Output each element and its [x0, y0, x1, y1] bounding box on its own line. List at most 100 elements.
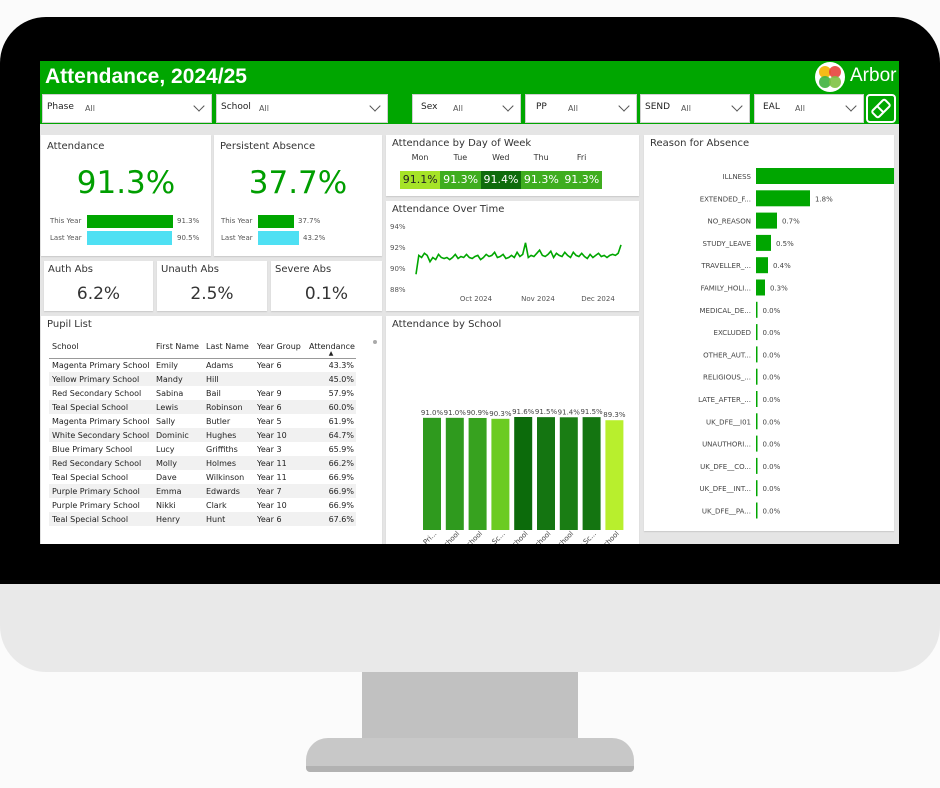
school-bar[interactable]	[537, 417, 555, 530]
reason-bar[interactable]	[756, 413, 758, 430]
table-cell: Lewis	[153, 400, 203, 414]
school-bar-value-label: 91.0%	[444, 409, 467, 417]
this-year-bar	[258, 215, 294, 228]
day-value-cell[interactable]: 91.4%	[480, 171, 522, 189]
attendance-card: Attendance 91.3% This Year 91.3% Last Ye…	[41, 135, 211, 256]
chevron-down-icon[interactable]	[731, 100, 743, 112]
table-row[interactable]: Magenta Primary School Emily Adams Year 6 43…	[49, 358, 356, 372]
table-row[interactable]: Teal Special School Henry Hunt Year 6 67.6%	[49, 512, 356, 526]
card-title: Persistent Absence	[220, 141, 316, 152]
table-cell: Nikki	[156, 500, 176, 510]
attendance-line-chart: 94% 92% 90% 88% Oct 2024 Nov 2024 Dec 2024	[390, 223, 622, 303]
reason-value-label: 0.0%	[763, 463, 781, 471]
table-row[interactable]: Purple Primary School Nikki Clark Year 10 66…	[49, 498, 356, 512]
day-value-cell[interactable]: 91.3%	[561, 171, 602, 189]
table-cell: Year 11	[254, 456, 306, 470]
reason-bar[interactable]	[756, 279, 765, 296]
chevron-down-icon[interactable]	[369, 100, 381, 112]
reason-bar[interactable]	[756, 435, 758, 452]
table-row[interactable]: Red Secondary School Molly Holmes Year 11 66…	[49, 456, 356, 470]
day-value-cell[interactable]: 91.3%	[440, 171, 481, 189]
attendance-over-time-card: Attendance Over Time 94% 92% 90% 88% Oct 202…	[386, 201, 639, 311]
x-tick-label: Nov 2024	[521, 295, 555, 303]
clear-filters-button[interactable]	[866, 94, 896, 123]
table-cell: Year 5	[257, 416, 282, 426]
reason-bar[interactable]	[756, 301, 758, 318]
table-row[interactable]: White Secondary School Dominic Hughes Year …	[49, 428, 356, 442]
reason-bar[interactable]	[756, 324, 758, 341]
day-value-cell[interactable]: 91.3%	[521, 171, 562, 189]
table-cell: Bail	[206, 388, 221, 398]
table-cell: 60.0%	[306, 400, 356, 414]
school-bar[interactable]	[423, 417, 441, 530]
day-header: Wed	[492, 153, 510, 162]
card-title: Reason for Absence	[650, 138, 750, 149]
table-cell: Holmes	[203, 456, 254, 470]
filter-sex[interactable]: Sex All	[412, 94, 521, 123]
filter-value: All	[85, 104, 95, 113]
table-row[interactable]: Red Secondary School Sabina Bail Year 9 57.9…	[49, 386, 356, 400]
reason-bar[interactable]	[756, 346, 758, 363]
reason-value-label: 0.0%	[763, 374, 781, 382]
column-header-last-name[interactable]: Last Name	[203, 336, 254, 359]
column-header-attendance[interactable]: Attendance ▲	[306, 336, 356, 359]
attendance-line[interactable]	[415, 242, 622, 275]
auth-abs-value: 6.2%	[76, 284, 121, 304]
this-year-value: 91.3%	[177, 217, 200, 225]
table-cell: 66.9%	[328, 472, 354, 482]
reason-bar[interactable]	[756, 391, 758, 407]
chevron-down-icon[interactable]	[193, 100, 205, 112]
reason-bar[interactable]	[756, 190, 810, 207]
table-cell: Emma	[153, 484, 203, 498]
reason-bar[interactable]	[756, 212, 777, 229]
column-header-year-group[interactable]: Year Group	[254, 336, 306, 359]
table-cell: Hill	[203, 372, 254, 386]
school-bar[interactable]	[445, 417, 464, 530]
table-cell: Teal Special School	[49, 400, 153, 414]
day-value-cell[interactable]: 91.1%	[400, 171, 441, 189]
table-header-row: School First Name Last Name Year Group A…	[49, 336, 356, 359]
filter-phase[interactable]: Phase All	[42, 94, 212, 123]
table-row[interactable]: Teal Special School Dave Wilkinson Year 11 6…	[49, 470, 356, 484]
x-tick-label: Dec 2024	[581, 295, 615, 303]
school-bar[interactable]	[605, 420, 624, 530]
table-row[interactable]: Teal Special School Lewis Robinson Year 6 60…	[49, 400, 356, 414]
chevron-down-icon[interactable]	[845, 100, 857, 112]
column-header-first-name[interactable]: First Name	[153, 336, 203, 359]
filter-pp[interactable]: PP All	[525, 94, 637, 123]
table-row[interactable]: Magenta Primary School Sally Butler Year 5 6…	[49, 414, 356, 428]
chevron-down-icon[interactable]	[618, 100, 630, 112]
pupil-table: School First Name Last Name Year Group A…	[49, 336, 356, 526]
table-row[interactable]: Yellow Primary School Mandy Hill 45.0%	[49, 372, 356, 386]
filter-eal[interactable]: EAL All	[754, 94, 864, 123]
school-bar[interactable]	[514, 417, 533, 530]
chevron-down-icon[interactable]	[502, 100, 514, 112]
reason-category-label: NO_REASON	[707, 218, 751, 226]
reason-value-label: 0.5%	[776, 240, 794, 248]
reason-bar[interactable]	[756, 457, 758, 474]
reason-bar[interactable]	[756, 502, 758, 519]
reason-bar[interactable]	[756, 368, 758, 385]
reason-bar[interactable]	[756, 168, 894, 184]
card-title: Attendance	[47, 141, 105, 152]
school-bar[interactable]	[491, 418, 510, 530]
unauth-abs-value: 2.5%	[190, 284, 234, 304]
table-row[interactable]: Blue Primary School Lucy Griffiths Year 3 65…	[49, 442, 356, 456]
filter-label: School	[221, 102, 251, 112]
reason-bar[interactable]	[756, 480, 758, 497]
scrollbar-thumb[interactable]	[373, 340, 377, 344]
reason-value-label: 0.0%	[763, 307, 781, 315]
table-row[interactable]: Purple Primary School Emma Edwards Year 7 66…	[49, 484, 356, 498]
filter-send[interactable]: SEND All	[640, 94, 750, 123]
reason-category-label: FAMILY_HOLI...	[701, 285, 751, 293]
filter-school[interactable]: School All	[216, 94, 388, 123]
table-cell: 64.7%	[306, 428, 356, 442]
eraser-icon	[871, 98, 891, 119]
school-bar[interactable]	[468, 417, 487, 530]
reason-bar[interactable]	[756, 257, 768, 274]
school-bar[interactable]	[582, 417, 601, 530]
school-bar[interactable]	[559, 417, 578, 530]
column-header-school[interactable]: School	[49, 336, 153, 359]
reason-bar[interactable]	[756, 234, 771, 251]
